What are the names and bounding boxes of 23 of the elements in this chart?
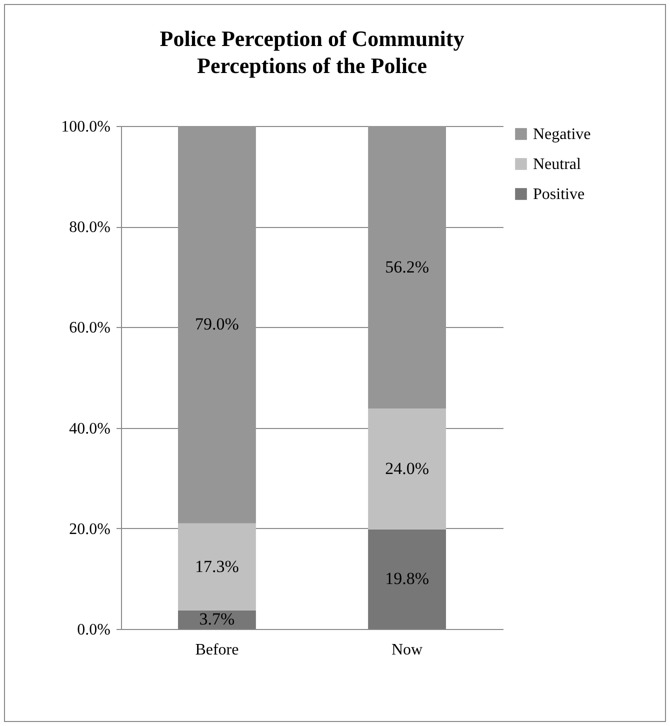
data-label: 79.0%: [195, 314, 239, 334]
y-tick-label: 60.0%: [69, 320, 110, 337]
legend-label: Neutral: [533, 156, 582, 173]
x-tick-label: Before: [195, 642, 239, 658]
y-tick-label: 40.0%: [69, 420, 110, 438]
bar: [178, 126, 256, 524]
y-tick-label: 20.0%: [69, 520, 110, 538]
y-tick-label: 80.0%: [69, 219, 110, 236]
chart-title: Police Perception of Community Perceptions of the Police: [160, 26, 464, 78]
bar: [178, 523, 256, 610]
x-tick-label: Now: [391, 642, 424, 658]
legend-label: Positive: [533, 186, 585, 203]
bar: [368, 529, 446, 629]
data-label: 19.8%: [385, 569, 429, 588]
data-label: 56.2%: [385, 257, 429, 276]
data-label: 24.0%: [385, 459, 429, 478]
bar: [368, 126, 446, 409]
bar: [368, 408, 446, 530]
y-tick-label: 100.0%: [61, 118, 110, 136]
data-label: 3.7%: [199, 610, 235, 629]
legend-label: Negative: [533, 126, 591, 143]
y-tick-label: 0.0%: [77, 622, 110, 638]
data-label: 17.3%: [195, 556, 239, 576]
